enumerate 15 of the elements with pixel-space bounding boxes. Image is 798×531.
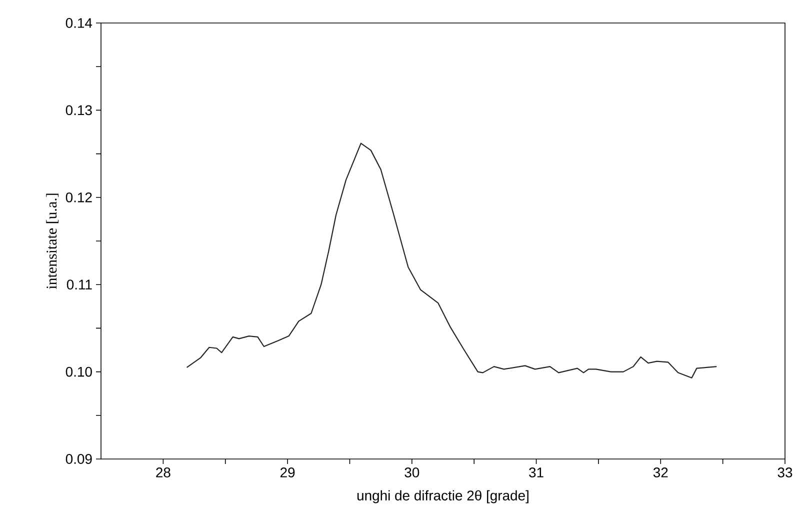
- y-tick-label: 0.14: [66, 18, 92, 28]
- y-tick-label: 0.09: [66, 454, 92, 464]
- y-tick-label: 0.12: [66, 192, 92, 202]
- x-tick-label: 33: [778, 468, 792, 478]
- x-tick-label: 30: [404, 468, 420, 478]
- y-tick-label: 0.13: [66, 105, 92, 116]
- x-axis-title: unghi de difractie 2θ [grade]: [357, 490, 528, 504]
- x-tick-label: 29: [280, 468, 295, 478]
- x-tick-label: 32: [653, 468, 668, 478]
- x-tick-label: 31: [529, 468, 544, 478]
- x-tick-label: 28: [156, 468, 170, 478]
- y-axis-title: intensitate [u.a.]: [46, 194, 58, 290]
- line-series: [186, 142, 718, 378]
- y-tick-label: 0.10: [66, 366, 92, 377]
- y-tick-label: 0.11: [66, 280, 92, 290]
